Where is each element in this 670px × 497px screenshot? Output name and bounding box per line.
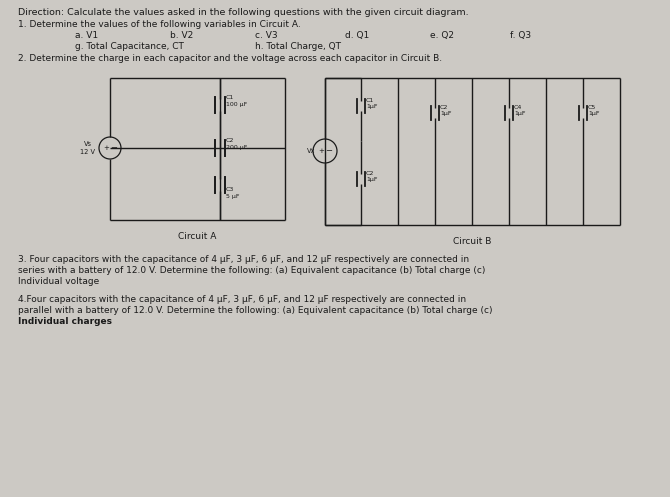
Text: 4.Four capacitors with the capacitance of 4 μF, 3 μF, 6 μF, and 12 μF respective: 4.Four capacitors with the capacitance o… xyxy=(18,295,466,304)
Text: 3. Four capacitors with the capacitance of 4 μF, 3 μF, 6 μF, and 12 μF respectiv: 3. Four capacitors with the capacitance … xyxy=(18,255,469,264)
Text: C3: C3 xyxy=(226,187,234,192)
Text: 12 V: 12 V xyxy=(80,149,96,155)
Text: +: + xyxy=(318,148,324,154)
Text: 1μF: 1μF xyxy=(366,104,377,109)
Text: C1: C1 xyxy=(226,95,234,100)
Text: C2: C2 xyxy=(440,105,448,110)
Text: d. Q1: d. Q1 xyxy=(345,31,369,40)
Text: a. V1: a. V1 xyxy=(75,31,98,40)
Text: 200 μF: 200 μF xyxy=(226,145,247,150)
Text: Circuit A: Circuit A xyxy=(178,232,216,241)
Text: series with a battery of 12.0 V. Determine the following: (a) Equivalent capacit: series with a battery of 12.0 V. Determi… xyxy=(18,266,485,275)
Text: 1μF: 1μF xyxy=(366,177,377,182)
Text: Vx: Vx xyxy=(307,148,315,154)
Text: 1μF: 1μF xyxy=(588,111,600,116)
Text: 100 μF: 100 μF xyxy=(226,102,247,107)
Text: C2: C2 xyxy=(366,171,375,176)
Text: −: − xyxy=(326,147,332,156)
Text: Individual charges: Individual charges xyxy=(18,317,112,326)
Text: g. Total Capacitance, CT: g. Total Capacitance, CT xyxy=(75,42,184,51)
Text: parallel with a battery of 12.0 V. Determine the following: (a) Equivalent capac: parallel with a battery of 12.0 V. Deter… xyxy=(18,306,492,315)
Text: Direction: Calculate the values asked in the following questions with the given : Direction: Calculate the values asked in… xyxy=(18,8,468,17)
Text: e. Q2: e. Q2 xyxy=(430,31,454,40)
Text: C4: C4 xyxy=(514,105,523,110)
Text: f. Q3: f. Q3 xyxy=(510,31,531,40)
Text: 2. Determine the charge in each capacitor and the voltage across each capacitor : 2. Determine the charge in each capacito… xyxy=(18,54,442,63)
Text: Circuit B: Circuit B xyxy=(453,237,491,246)
Text: C5: C5 xyxy=(588,105,596,110)
Text: Vs: Vs xyxy=(84,141,92,147)
Text: 1. Determine the values of the following variables in Circuit A.: 1. Determine the values of the following… xyxy=(18,20,301,29)
Text: 1μF: 1μF xyxy=(514,111,525,116)
Text: C1: C1 xyxy=(366,98,375,103)
Text: h. Total Charge, QT: h. Total Charge, QT xyxy=(255,42,341,51)
Text: −: − xyxy=(111,144,117,153)
Text: C2: C2 xyxy=(226,138,234,143)
Text: Individual voltage: Individual voltage xyxy=(18,277,99,286)
Text: +: + xyxy=(103,145,109,151)
Text: 5 μF: 5 μF xyxy=(226,194,239,199)
Text: b. V2: b. V2 xyxy=(170,31,193,40)
Text: c. V3: c. V3 xyxy=(255,31,277,40)
Text: 1μF: 1μF xyxy=(440,111,452,116)
